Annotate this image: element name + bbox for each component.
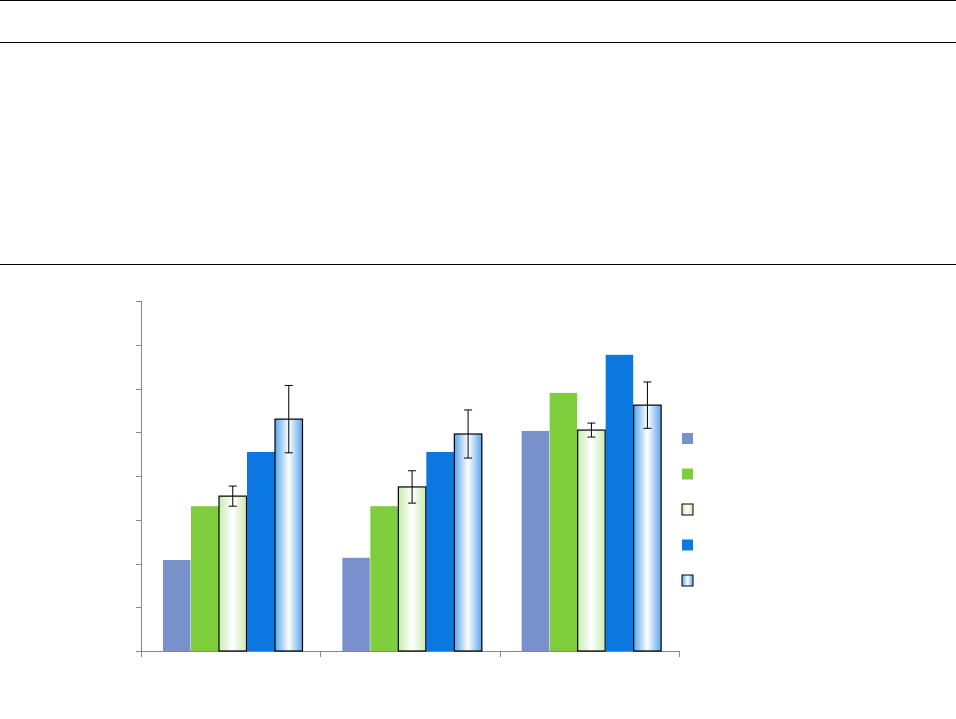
bar <box>397 486 427 652</box>
legend-swatch <box>682 468 693 480</box>
bar <box>605 354 634 651</box>
legend-swatch <box>681 574 694 587</box>
bar <box>549 392 578 651</box>
legend-swatch <box>682 539 693 551</box>
bar <box>274 418 304 652</box>
error-bar <box>408 470 417 504</box>
bar <box>342 557 370 651</box>
bar <box>370 506 398 651</box>
bar <box>521 430 550 651</box>
error-bar <box>284 384 293 454</box>
legend-swatch <box>682 433 693 444</box>
error-bar <box>643 381 652 429</box>
bar <box>426 451 454 651</box>
bar <box>453 433 483 652</box>
error-bar <box>228 485 237 507</box>
legend-swatch <box>681 503 694 516</box>
error-bar <box>587 422 596 438</box>
bar <box>163 560 191 651</box>
bar <box>218 495 248 652</box>
error-bar <box>464 409 473 459</box>
bar <box>191 506 219 651</box>
bar <box>247 451 275 651</box>
bar <box>577 429 606 652</box>
bar <box>633 404 662 652</box>
